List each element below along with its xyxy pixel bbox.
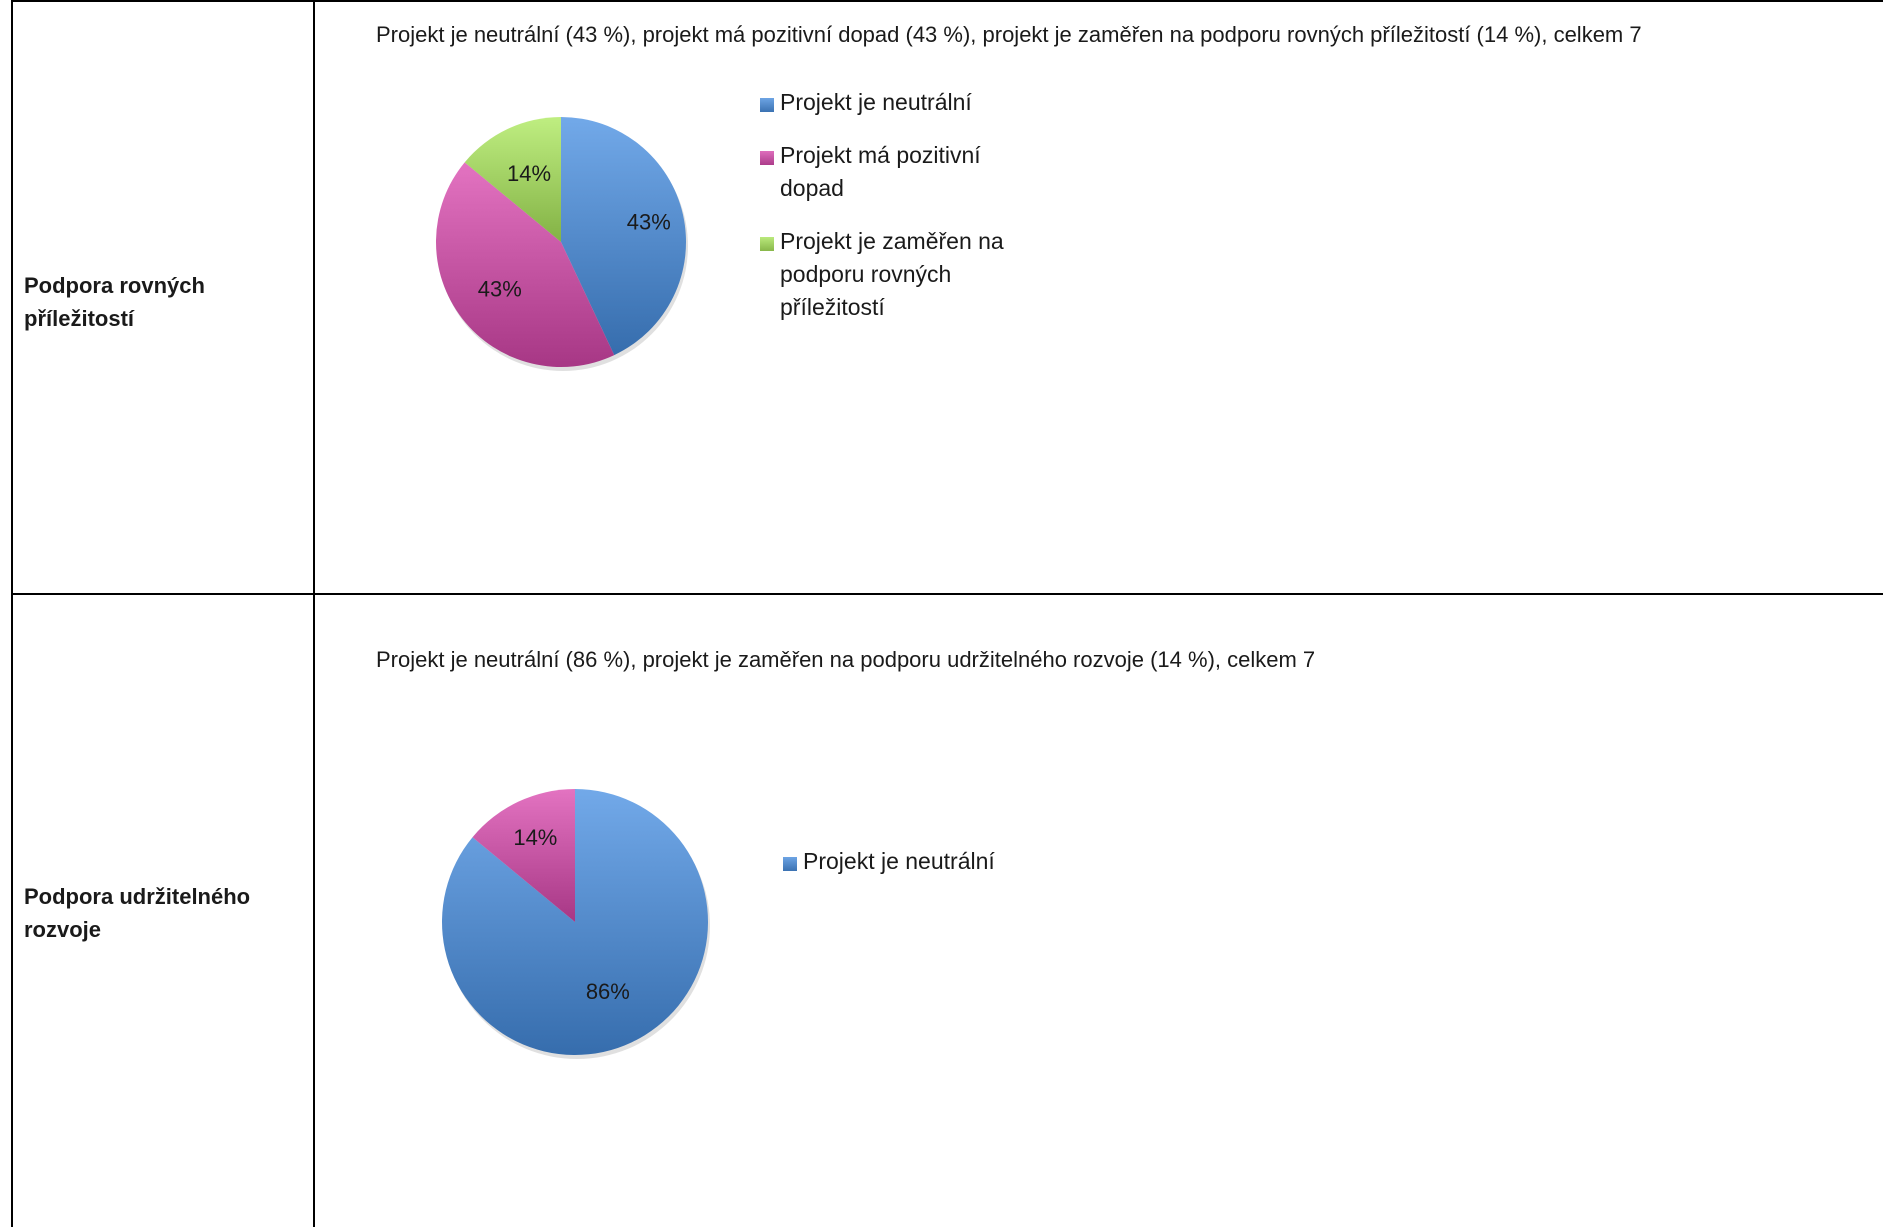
chart-title: Projekt je neutrální (86 %), projekt je …: [376, 647, 1316, 672]
pie-slice: [561, 117, 687, 356]
chart-title: Projekt je neutrální (43 %), projekt má …: [376, 22, 1642, 47]
data-label: 43%: [478, 277, 522, 302]
legend-item: Projekt má pozitivní dopad: [760, 139, 1060, 205]
table-column-divider: [313, 0, 315, 1227]
table-border-top: [11, 0, 1883, 2]
legend-swatch: [760, 98, 774, 112]
data-label: 86%: [586, 979, 630, 1004]
legend-item: Projekt je neutrální: [783, 845, 1103, 878]
table-border-left: [11, 0, 13, 1227]
legend-label: Projekt je zaměřen na podporu rovných př…: [780, 228, 1004, 320]
legend-swatch: [783, 857, 797, 871]
legend-label: Projekt má pozitivní dopad: [780, 142, 981, 201]
pie-slice: [472, 789, 575, 922]
row-label-equal-opportunities: Podpora rovných příležitostí: [24, 273, 205, 331]
data-label: 14%: [507, 161, 551, 186]
legend-label: Projekt je neutrální: [780, 89, 972, 115]
row-label-sustainable-development: Podpora udržitelného rozvoje: [24, 884, 251, 942]
chart-legend: Projekt je neutrální Projekt má pozitivní…: [760, 86, 1060, 344]
legend-label: Projekt je neutrální: [803, 848, 995, 874]
pie-slice: [435, 162, 615, 368]
data-label: 14%: [513, 825, 557, 850]
legend-item: Projekt je zaměřen na podporu rovných př…: [760, 225, 1060, 324]
legend-swatch: [760, 151, 774, 165]
data-label: 43%: [627, 209, 671, 234]
pie-slice: [464, 117, 561, 242]
legend-item: Projekt je neutrální: [760, 86, 1060, 119]
chart-legend: Projekt je neutrální: [783, 845, 1103, 898]
legend-swatch: [760, 237, 774, 251]
table-row-divider: [11, 593, 1883, 595]
